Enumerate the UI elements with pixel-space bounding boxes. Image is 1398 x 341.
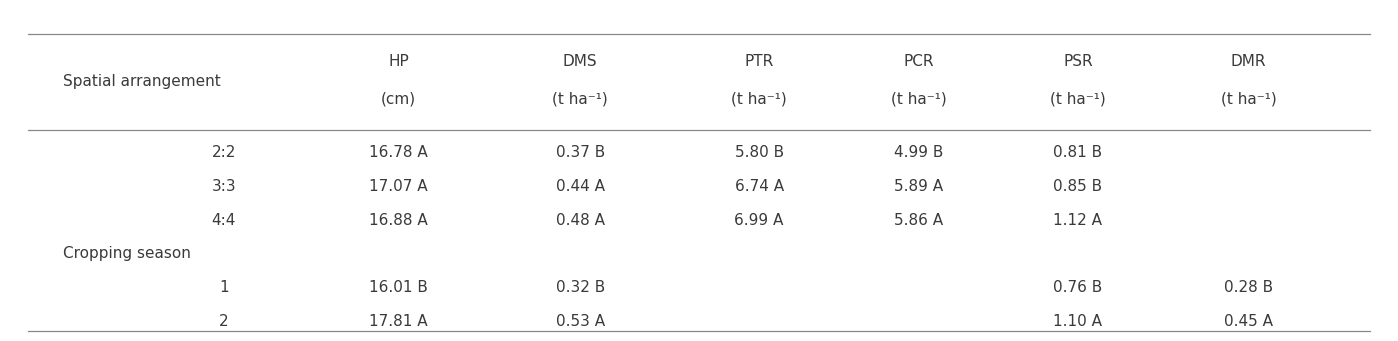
Text: 5.89 A: 5.89 A bbox=[893, 179, 944, 194]
Text: 4:4: 4:4 bbox=[211, 213, 236, 228]
Text: 4.99 B: 4.99 B bbox=[893, 145, 944, 160]
Text: 2: 2 bbox=[219, 314, 228, 329]
Text: 0.48 A: 0.48 A bbox=[555, 213, 605, 228]
Text: 5.80 B: 5.80 B bbox=[734, 145, 784, 160]
Text: 0.76 B: 0.76 B bbox=[1053, 280, 1103, 295]
Text: PTR: PTR bbox=[745, 54, 773, 69]
Text: DMS: DMS bbox=[563, 54, 597, 69]
Text: 1.10 A: 1.10 A bbox=[1053, 314, 1103, 329]
Text: 0.53 A: 0.53 A bbox=[555, 314, 605, 329]
Text: 17.07 A: 17.07 A bbox=[369, 179, 428, 194]
Text: 2:2: 2:2 bbox=[211, 145, 236, 160]
Text: (cm): (cm) bbox=[380, 91, 417, 106]
Text: 0.81 B: 0.81 B bbox=[1053, 145, 1103, 160]
Text: HP: HP bbox=[389, 54, 408, 69]
Text: 0.28 B: 0.28 B bbox=[1223, 280, 1274, 295]
Text: 1.12 A: 1.12 A bbox=[1053, 213, 1103, 228]
Text: 17.81 A: 17.81 A bbox=[369, 314, 428, 329]
Text: 3:3: 3:3 bbox=[211, 179, 236, 194]
Text: 16.78 A: 16.78 A bbox=[369, 145, 428, 160]
Text: PCR: PCR bbox=[903, 54, 934, 69]
Text: 0.85 B: 0.85 B bbox=[1053, 179, 1103, 194]
Text: 16.88 A: 16.88 A bbox=[369, 213, 428, 228]
Text: 0.44 A: 0.44 A bbox=[555, 179, 605, 194]
Text: (t ha⁻¹): (t ha⁻¹) bbox=[1220, 91, 1276, 106]
Text: (t ha⁻¹): (t ha⁻¹) bbox=[1050, 91, 1106, 106]
Text: 0.45 A: 0.45 A bbox=[1223, 314, 1274, 329]
Text: 6.99 A: 6.99 A bbox=[734, 213, 784, 228]
Text: 5.86 A: 5.86 A bbox=[893, 213, 944, 228]
Text: 6.74 A: 6.74 A bbox=[734, 179, 784, 194]
Text: PSR: PSR bbox=[1062, 54, 1093, 69]
Text: DMR: DMR bbox=[1230, 54, 1267, 69]
Text: 0.32 B: 0.32 B bbox=[555, 280, 605, 295]
Text: 1: 1 bbox=[219, 280, 228, 295]
Text: Cropping season: Cropping season bbox=[63, 246, 190, 261]
Text: (t ha⁻¹): (t ha⁻¹) bbox=[552, 91, 608, 106]
Text: (t ha⁻¹): (t ha⁻¹) bbox=[891, 91, 946, 106]
Text: (t ha⁻¹): (t ha⁻¹) bbox=[731, 91, 787, 106]
Text: 16.01 B: 16.01 B bbox=[369, 280, 428, 295]
Text: Spatial arrangement: Spatial arrangement bbox=[63, 74, 221, 89]
Text: 0.37 B: 0.37 B bbox=[555, 145, 605, 160]
